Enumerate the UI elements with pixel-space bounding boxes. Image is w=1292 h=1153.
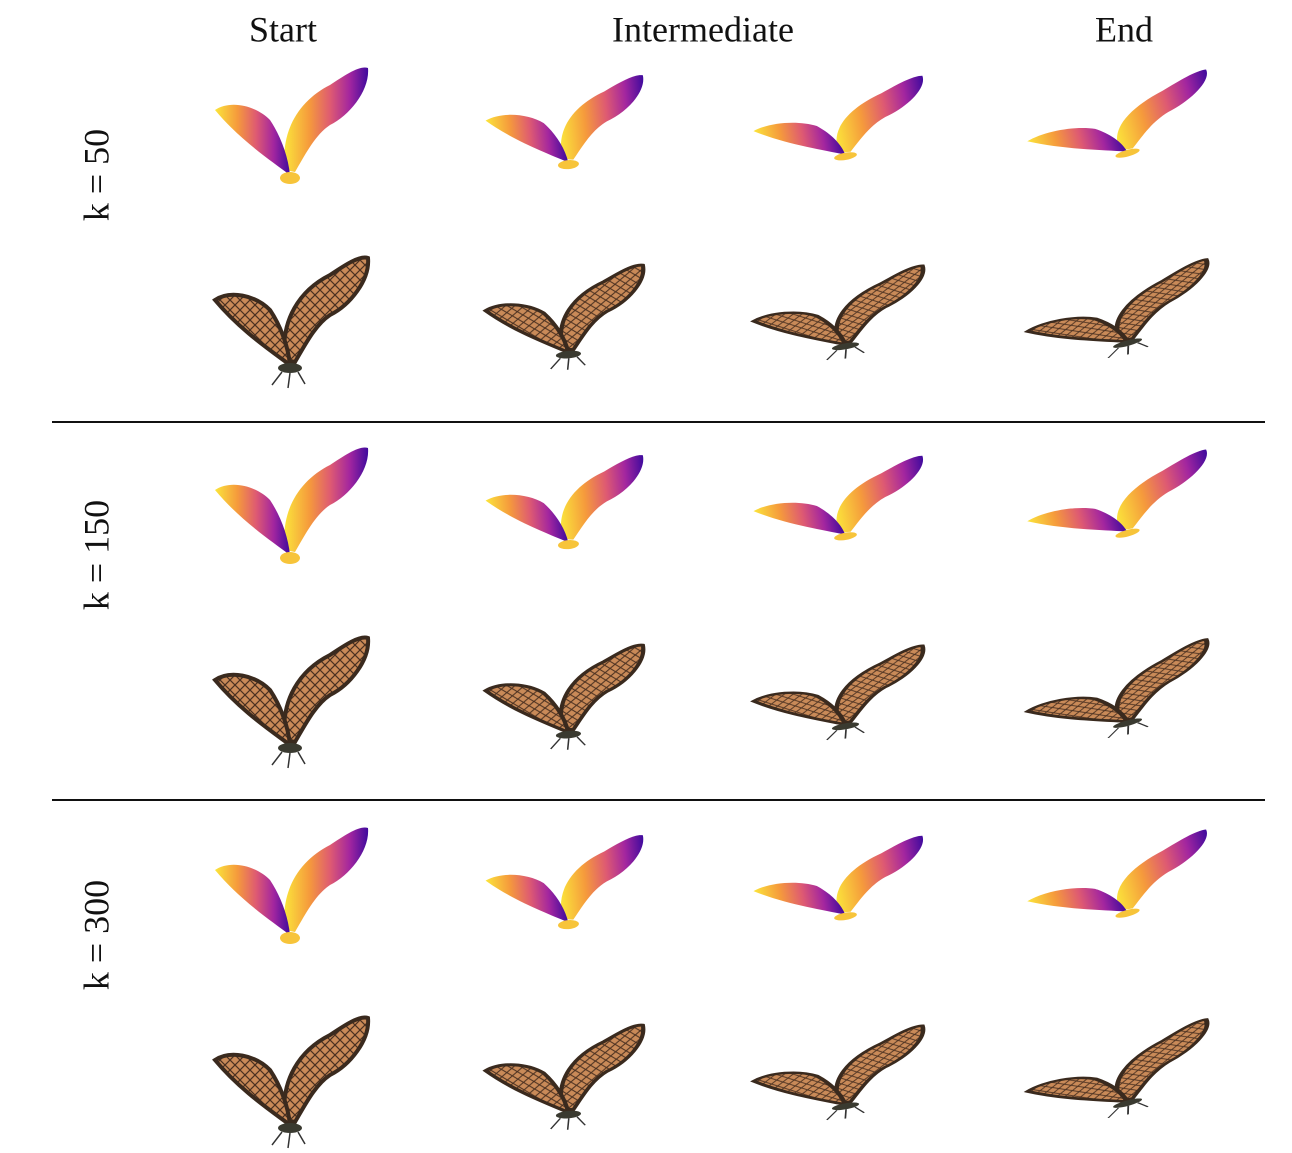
column-header: Start (249, 9, 317, 49)
point-cloud-render (215, 447, 368, 564)
point-cloud-render (215, 67, 368, 184)
textured-render (1021, 639, 1224, 758)
column-header: Intermediate (612, 9, 794, 49)
textured-render (749, 1025, 936, 1133)
textured-render (749, 645, 936, 753)
point-cloud-render (483, 75, 651, 176)
point-cloud-render (483, 835, 651, 936)
textured-render (215, 1017, 368, 1148)
point-cloud-render (1021, 449, 1222, 560)
figure: Start Intermediate End k = 50 k = 150 k = … (0, 0, 1292, 1153)
row-label: k = 150 (76, 500, 116, 610)
textured-render (215, 257, 368, 388)
point-cloud-render (1021, 69, 1222, 180)
point-cloud-render (749, 835, 935, 934)
textured-render (215, 637, 368, 768)
column-header: End (1095, 9, 1153, 49)
row-label: k = 50 (76, 129, 116, 221)
point-cloud-render (749, 455, 935, 554)
point-cloud-render (215, 827, 368, 944)
textured-render (1021, 1019, 1224, 1138)
textured-render (749, 265, 936, 373)
row-label: k = 300 (76, 880, 116, 990)
point-cloud-render (483, 455, 651, 556)
point-cloud-render (1021, 829, 1222, 940)
textured-render (1021, 259, 1224, 378)
textured-render (483, 1025, 652, 1137)
point-cloud-render (749, 75, 935, 174)
textured-render (483, 265, 652, 377)
textured-render (483, 645, 652, 757)
